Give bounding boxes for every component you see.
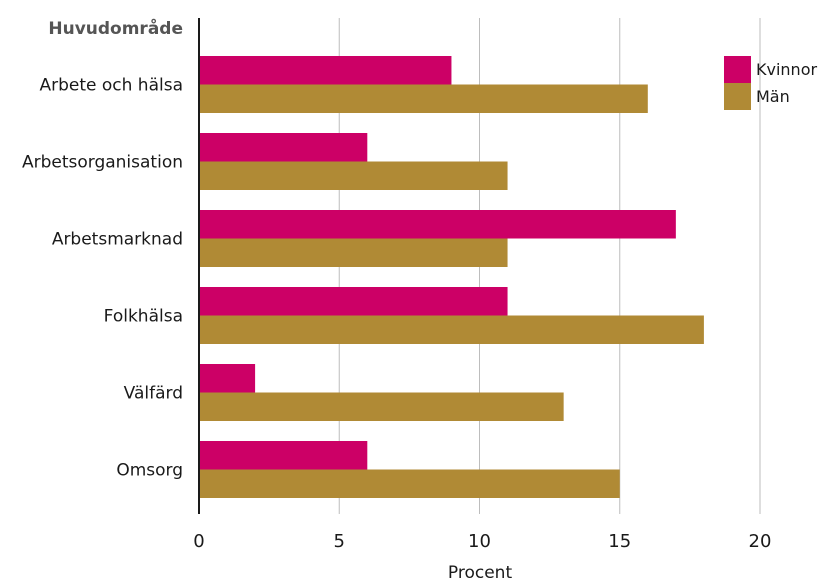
bar-kvinnor-2 (200, 210, 676, 239)
category-labels: Arbete och hälsa Arbetsorganisation Arbets… (22, 76, 183, 481)
y-category-title: Huvudområde (48, 17, 183, 39)
x-tick-label: 0 (193, 531, 204, 552)
legend-swatch-kvinnor (724, 56, 751, 83)
category-label: Arbetsorganisation (22, 153, 183, 173)
bar-kvinnor-1 (200, 133, 368, 162)
legend-label: Kvinnor (756, 60, 817, 79)
x-tick-label: 15 (608, 531, 631, 552)
x-tick-labels: 0 5 10 15 20 (193, 531, 771, 552)
bar-man-4 (200, 392, 564, 421)
bar-kvinnor-3 (200, 287, 508, 316)
bar-man-5 (200, 469, 620, 498)
bar-kvinnor-0 (200, 56, 452, 85)
x-axis-title: Procent (448, 563, 513, 581)
category-label: Omsorg (116, 461, 183, 481)
category-label: Folkhälsa (104, 307, 183, 327)
legend-label: Män (756, 87, 790, 106)
bars (200, 56, 704, 498)
bar-man-1 (200, 161, 508, 190)
bar-kvinnor-5 (200, 441, 368, 470)
x-tick-label: 5 (334, 531, 345, 552)
legend-swatch-man (724, 83, 751, 110)
x-tick-label: 10 (468, 531, 491, 552)
bar-kvinnor-4 (200, 364, 256, 393)
category-label: Arbetsmarknad (52, 230, 183, 250)
category-label: Välfärd (124, 384, 183, 404)
x-tick-label: 20 (749, 531, 772, 552)
legend: Kvinnor Män (724, 56, 817, 110)
bar-man-0 (200, 84, 648, 113)
bar-man-2 (200, 238, 508, 267)
bar-man-3 (200, 315, 704, 344)
category-label: Arbete och hälsa (39, 76, 183, 96)
